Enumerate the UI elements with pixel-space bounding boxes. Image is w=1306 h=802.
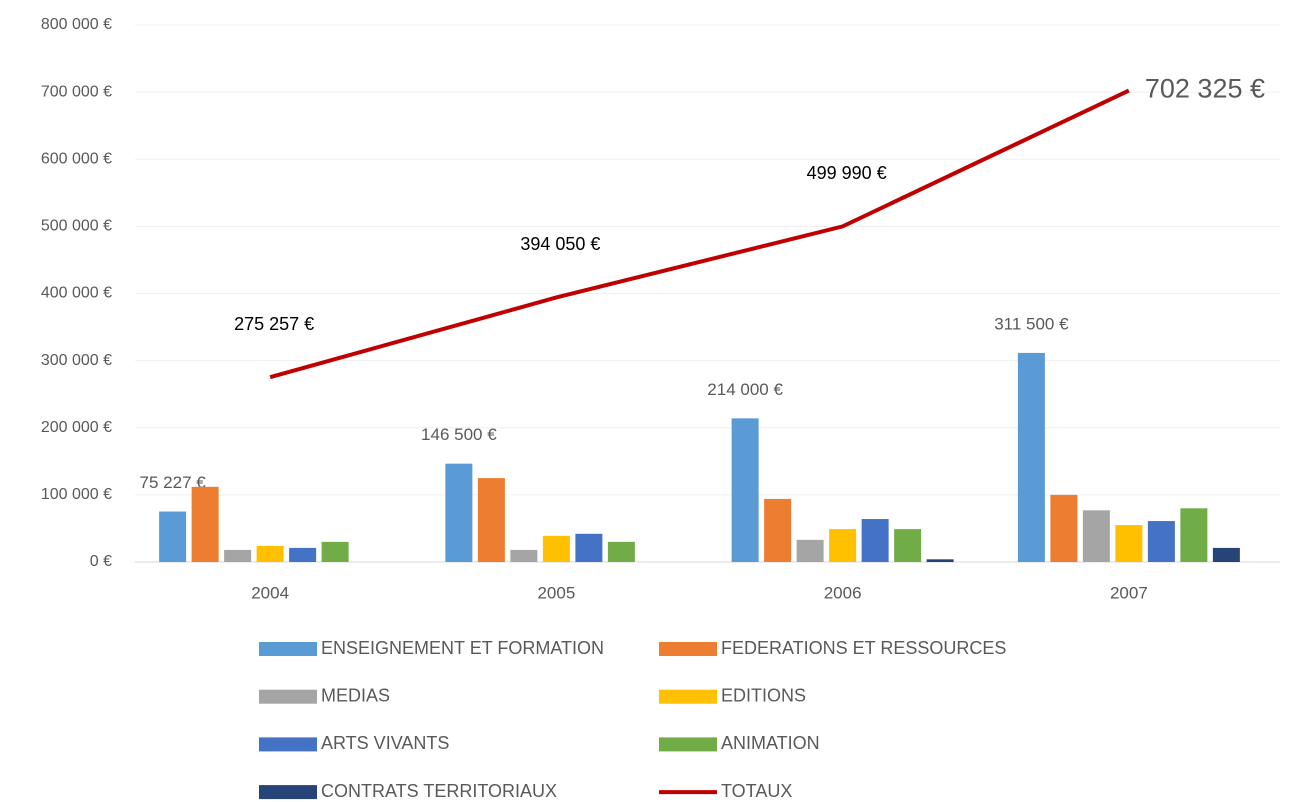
legend-label: ARTS VIVANTS: [321, 733, 449, 753]
y-tick-label: 0 €: [90, 553, 112, 570]
bar: [1115, 525, 1143, 562]
legend-label: EDITIONS: [721, 685, 806, 705]
data-label: 394 050 €: [520, 234, 600, 254]
legend-swatch: [659, 642, 717, 656]
x-tick-label: 2006: [824, 583, 862, 602]
bar: [289, 547, 317, 562]
line: [269, 88, 1130, 380]
data-label: 146 500 €: [421, 425, 497, 444]
bar: [1017, 352, 1045, 562]
bar: [1212, 547, 1240, 562]
bar: [731, 418, 759, 562]
legend-swatch: [659, 689, 717, 704]
legend-label: ANIMATION: [721, 733, 820, 753]
y-tick-label: 400 000 €: [41, 285, 112, 302]
x-tick-label: 2004: [251, 583, 289, 602]
data-label: 275 257 €: [234, 314, 314, 334]
data-label: 499 990 €: [807, 163, 887, 183]
data-label: 75 227 €: [140, 473, 207, 492]
bar: [796, 539, 824, 562]
bar: [1050, 494, 1078, 562]
bar: [926, 559, 954, 562]
legend-swatch: [259, 785, 317, 800]
bar: [510, 549, 538, 562]
bar: [861, 519, 889, 562]
legend-label: MEDIAS: [321, 685, 390, 705]
legend-swatch: [259, 689, 317, 704]
legend-label: ENSEIGNEMENT ET FORMATION: [321, 638, 604, 658]
legend-label: TOTAUX: [721, 781, 792, 801]
y-tick-label: 200 000 €: [41, 419, 112, 436]
y-tick-label: 800 000 €: [41, 16, 112, 33]
y-tick-label: 600 000 €: [41, 150, 112, 167]
bar: [445, 463, 473, 562]
legend-label: FEDERATIONS ET RESSOURCES: [721, 638, 1006, 658]
bar: [159, 511, 187, 562]
bar: [321, 541, 349, 562]
bar: [1180, 508, 1208, 562]
bar: [764, 498, 792, 562]
y-tick-label: 300 000 €: [41, 352, 112, 369]
legend-swatch: [659, 737, 717, 752]
x-tick-label: 2007: [1110, 583, 1148, 602]
bar: [191, 486, 219, 562]
bar: [224, 549, 252, 562]
bar: [1147, 521, 1175, 562]
bar: [894, 529, 922, 562]
y-tick-label: 100 000 €: [41, 486, 112, 503]
legend-swatch: [259, 642, 317, 656]
bar: [829, 529, 857, 562]
y-tick-label: 700 000 €: [41, 83, 112, 100]
bar: [607, 541, 635, 562]
data-label: 311 500 €: [994, 314, 1069, 333]
legend-label: CONTRATS TERRITORIAUX: [321, 781, 557, 801]
bar: [1082, 510, 1110, 562]
y-tick-label: 500 000 €: [41, 218, 112, 235]
bar: [256, 545, 284, 562]
bar: [542, 535, 570, 562]
bar: [477, 478, 505, 562]
legend-swatch: [259, 737, 317, 752]
data-label: 214 000 €: [707, 380, 783, 399]
data-label: 702 325 €: [1145, 74, 1265, 104]
x-tick-label: 2005: [537, 583, 575, 602]
bar: [575, 533, 603, 562]
